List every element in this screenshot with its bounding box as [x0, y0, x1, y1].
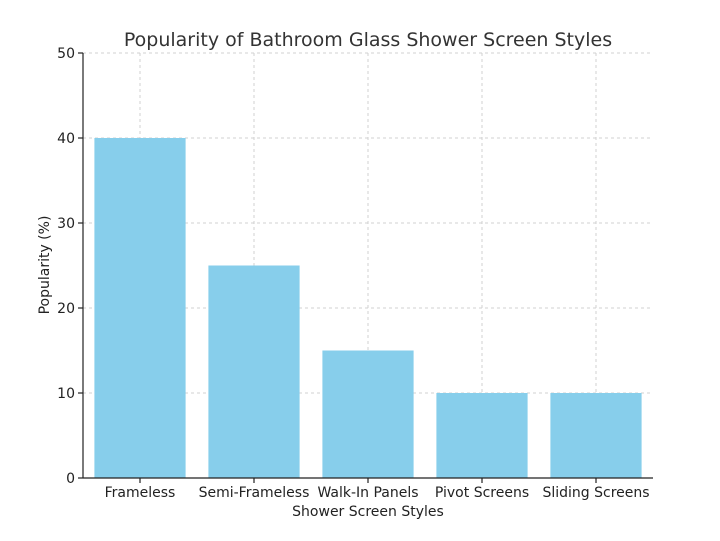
- y-tick-label-30: 30: [57, 216, 75, 232]
- bar-3: [436, 393, 528, 478]
- y-tick-label-0: 0: [66, 471, 75, 487]
- bars: [94, 138, 642, 478]
- x-tick-label-2: Walk-In Panels: [317, 485, 418, 501]
- ticks: 0 10 20 30 40 50 Frameless Semi-Frameless Walk-I…: [57, 46, 649, 501]
- x-tick-label-4: Sliding Screens: [542, 485, 649, 501]
- y-tick-label-40: 40: [57, 131, 75, 147]
- x-axis-label: Shower Screen Styles: [292, 504, 444, 520]
- bar-1: [208, 265, 300, 478]
- bar-0: [94, 138, 186, 478]
- chart-title: Popularity of Bathroom Glass Shower Scre…: [124, 29, 612, 51]
- x-tick-label-3: Pivot Screens: [435, 485, 529, 501]
- x-tick-label-0: Frameless: [105, 485, 176, 501]
- y-tick-label-50: 50: [57, 46, 75, 62]
- y-axis-label: Popularity (%): [37, 216, 53, 315]
- y-tick-label-20: 20: [57, 301, 75, 317]
- bar-2: [322, 350, 414, 478]
- y-tick-label-10: 10: [57, 386, 75, 402]
- x-tick-label-1: Semi-Frameless: [199, 485, 310, 501]
- bar-4: [550, 393, 642, 478]
